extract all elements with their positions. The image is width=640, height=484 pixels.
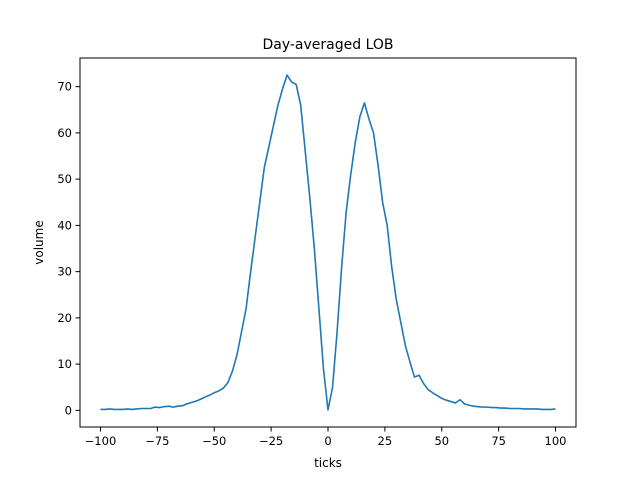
series-line xyxy=(100,74,556,411)
x-tick-label: 25 xyxy=(378,434,393,448)
x-tick-label: 50 xyxy=(434,434,449,448)
x-tick-label: −100 xyxy=(85,434,117,448)
y-tick-label: 70 xyxy=(57,80,72,94)
x-tick-label: −75 xyxy=(145,434,169,448)
x-tick-label: 100 xyxy=(545,434,567,448)
x-tick-label: 75 xyxy=(491,434,506,448)
axes-frame xyxy=(79,57,577,428)
y-tick-label: 20 xyxy=(57,311,72,325)
x-tick-label: −50 xyxy=(202,434,226,448)
x-axis-ticks: −100 −75 −50 −25 0 25 50 75 100 xyxy=(85,427,567,448)
y-tick-label: 40 xyxy=(57,218,72,232)
y-tick-label: 10 xyxy=(57,357,72,371)
y-tick-label: 30 xyxy=(57,265,72,279)
y-tick-label: 60 xyxy=(57,126,72,140)
y-axis-label: volume xyxy=(32,220,46,264)
y-tick-label: 0 xyxy=(65,403,72,417)
y-axis-ticks: 0 10 20 30 40 50 60 70 xyxy=(57,80,80,417)
chart-title: Day-averaged LOB xyxy=(262,37,393,53)
x-axis-label: ticks xyxy=(314,456,342,470)
plot-area xyxy=(100,74,556,411)
x-tick-label: −25 xyxy=(259,434,283,448)
y-tick-label: 50 xyxy=(57,172,72,186)
x-tick-label: 0 xyxy=(324,434,331,448)
